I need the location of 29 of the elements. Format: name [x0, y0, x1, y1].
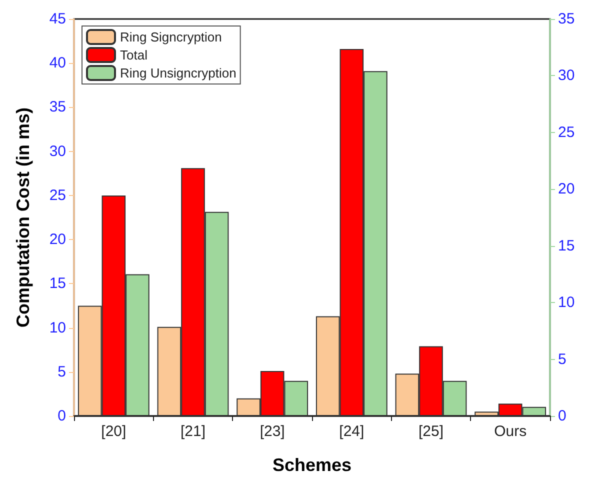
y-tick-label: 0: [58, 408, 66, 424]
legend-label: Ring Unsigncryption: [120, 66, 236, 80]
y-tick-label: 30: [49, 142, 66, 160]
y2-tick-label: 25: [558, 124, 575, 141]
y2-tick-label: 10: [558, 294, 575, 312]
y-tick-label: 15: [49, 275, 66, 292]
y-tick-label: 10: [49, 319, 66, 336]
y2-tick-label: 5: [558, 350, 566, 368]
y2-tick-label: 15: [558, 237, 575, 254]
y-tick-label: 20: [49, 231, 66, 248]
y2-tick-label: 30: [558, 67, 575, 84]
legend-label: Total: [120, 48, 148, 62]
x-tick-label: [21]: [180, 423, 206, 440]
x-tick-label: [24]: [339, 423, 364, 440]
legend-label: Ring Signcryption: [120, 30, 222, 44]
y-tick-label: 35: [49, 98, 66, 116]
y-tick-label: 40: [49, 54, 66, 72]
y-axis-title: Computation Cost (in ms): [13, 108, 33, 328]
x-axis-title: Schemes: [272, 455, 352, 475]
y-tick-label: 45: [49, 10, 66, 28]
y2-tick-label: 0: [558, 408, 566, 424]
y2-tick-label: 35: [558, 10, 575, 28]
x-tick-label: [25]: [418, 423, 444, 440]
y-tick-label: 25: [49, 186, 66, 204]
x-tick-label: Ours: [494, 423, 527, 440]
y2-tick-label: 20: [558, 180, 575, 198]
y-tick-label: 5: [58, 363, 66, 380]
x-tick-label: [23]: [260, 423, 285, 440]
x-tick-label: [20]: [101, 423, 126, 440]
